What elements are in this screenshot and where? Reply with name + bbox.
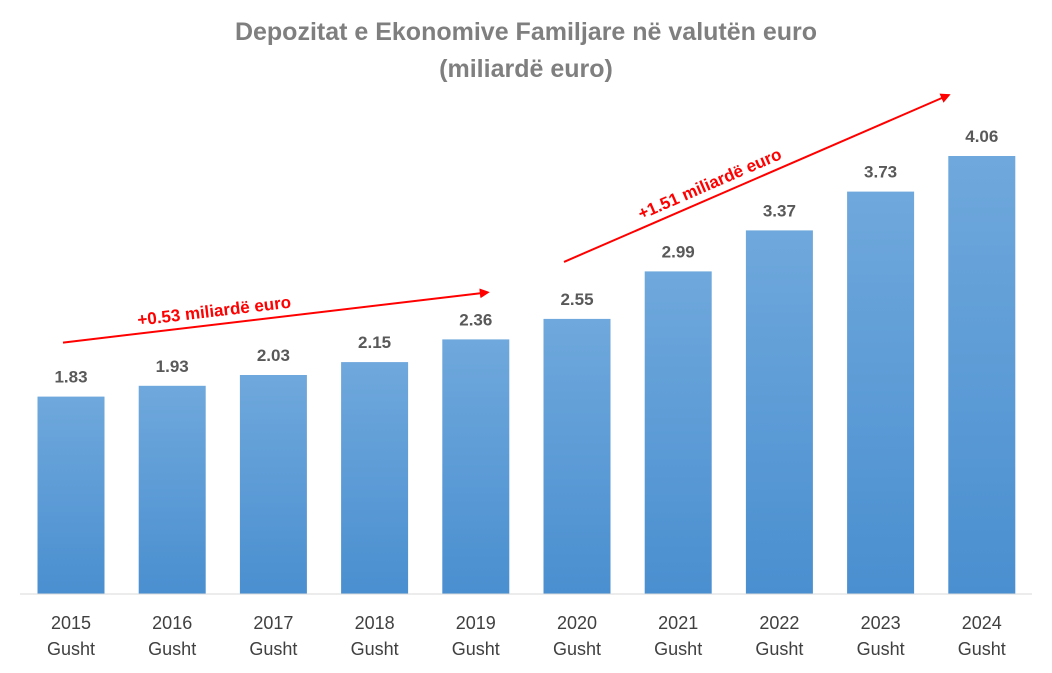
annotation-arrow-2	[563, 93, 951, 263]
data-label-2018: 2.15	[358, 333, 391, 352]
bars-group	[37, 156, 1016, 594]
data-label-2021: 2.99	[662, 242, 695, 261]
data-label-2015: 1.83	[54, 368, 87, 387]
x-tick-label-2017: 2017 Gusht	[249, 613, 297, 659]
annotation-arrow-1	[62, 288, 490, 344]
x-tick-labels-group: 2015 Gusht 2016 Gusht 2017 Gusht 2018 Gusht 2019…	[47, 613, 1006, 659]
x-tick-label-2018: 2018 Gusht	[351, 613, 399, 659]
bar-2018	[341, 362, 409, 594]
bar-2022	[745, 230, 813, 594]
x-tick-label-2019: 2019 Gusht	[452, 613, 500, 659]
bar-2015	[37, 396, 105, 594]
data-label-2016: 1.93	[156, 357, 189, 376]
x-tick-label-2023: 2023 Gusht	[857, 613, 905, 659]
bar-2021	[644, 271, 712, 594]
bar-2020	[543, 318, 611, 594]
data-labels-group: 1.83 1.93 2.03 2.15 2.36 2.55 2.99 3.37 3.73 4.06	[54, 127, 998, 387]
chart-title-line: Depozitat e Ekonomive Familjare në valut…	[234, 18, 818, 46]
data-label-2020: 2.55	[560, 290, 593, 309]
x-tick-label-2020: 2020 Gusht	[553, 613, 601, 659]
bar-2024	[948, 156, 1016, 594]
data-label-2019: 2.36	[459, 310, 492, 329]
x-tick-label-2022: 2022 Gusht	[755, 613, 803, 659]
data-label-2017: 2.03	[257, 346, 290, 365]
chart-subtitle: (miliardë euro)	[439, 55, 613, 83]
annotations-group: +0.53 miliardë euro+1.51 miliardë euro	[62, 93, 951, 344]
bar-2019	[442, 339, 510, 594]
x-tick-label-2016: 2016 Gusht	[148, 613, 196, 659]
data-label-2023: 3.73	[864, 163, 897, 182]
data-label-2024: 4.06	[965, 127, 998, 146]
bar-2016	[138, 385, 206, 594]
chart-title: Depozitat e Ekonomive Familjare në valut…	[0, 14, 1052, 88]
bar-2023	[847, 191, 915, 594]
x-tick-label-2024: 2024 Gusht	[958, 613, 1006, 659]
x-tick-label-2021: 2021 Gusht	[654, 613, 702, 659]
data-label-2022: 3.37	[763, 201, 796, 220]
x-tick-label-2015: 2015 Gusht	[47, 613, 95, 659]
bar-2017	[239, 375, 307, 594]
